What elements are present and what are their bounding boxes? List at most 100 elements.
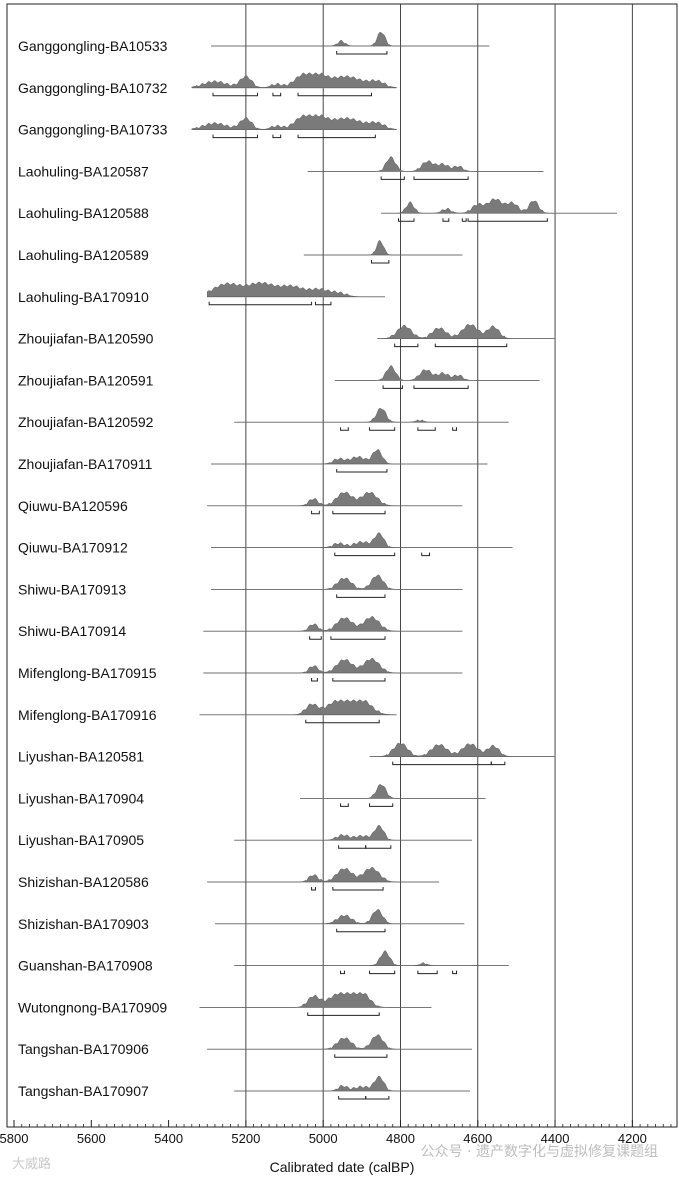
hpd-range-bracket xyxy=(370,260,390,264)
series-label: Ganggongling-BA10732 xyxy=(18,80,168,96)
hpd-range-bracket xyxy=(398,218,415,222)
hpd-range-bracket xyxy=(382,385,403,389)
series-row: Ganggongling-BA10733 xyxy=(18,114,397,139)
hpd-range-bracket xyxy=(332,510,386,515)
series-label: Zhoujiafan-BA120590 xyxy=(18,331,154,347)
series-row: Laohuling-BA170910 xyxy=(18,281,386,306)
series-label: Zhoujiafan-BA120592 xyxy=(18,414,154,430)
hpd-range-bracket xyxy=(340,970,345,975)
hpd-range-bracket xyxy=(332,887,384,891)
probability-distribution xyxy=(381,198,617,214)
hpd-range-bracket xyxy=(461,218,467,222)
series-row: Ganggongling-BA10533 xyxy=(18,31,490,55)
probability-distribution xyxy=(334,365,540,381)
tick-label: 5600 xyxy=(77,1131,106,1146)
series-row: Wutongnong-BA170909 xyxy=(18,992,432,1016)
series-row: Laohuling-BA120587 xyxy=(18,156,544,180)
hpd-range-bracket xyxy=(413,176,469,180)
probability-distribution xyxy=(369,742,556,757)
series-row: Shiwu-BA170913 xyxy=(18,574,463,598)
hpd-range-bracket xyxy=(305,719,380,724)
probability-distribution xyxy=(234,950,509,966)
series-row: Laohuling-BA120589 xyxy=(18,240,463,264)
tick-label: 4400 xyxy=(541,1131,570,1146)
probability-distribution xyxy=(203,616,463,632)
probability-distribution xyxy=(191,72,397,88)
probability-distribution xyxy=(377,324,556,339)
series-row: Guanshan-BA170908 xyxy=(18,950,509,975)
hpd-range-bracket xyxy=(297,92,372,97)
hpd-range-bracket xyxy=(334,1054,388,1058)
series-label: Ganggongling-BA10533 xyxy=(18,38,168,54)
series-row: Liyushan-BA120581 xyxy=(18,742,556,766)
series-label: Laohuling-BA120589 xyxy=(18,247,149,263)
series-label: Zhoujiafan-BA120591 xyxy=(18,372,154,388)
series-label: Liyushan-BA120581 xyxy=(18,749,144,765)
probability-distribution xyxy=(207,1034,472,1050)
series-row: Zhoujiafan-BA120590 xyxy=(18,324,556,348)
tick-label: 5400 xyxy=(154,1131,183,1146)
series-label: Qiuwu-BA120596 xyxy=(18,498,128,514)
probability-distribution xyxy=(207,866,440,883)
hpd-range-bracket xyxy=(365,845,392,849)
hpd-range-bracket xyxy=(452,970,458,975)
tick-label: 4800 xyxy=(386,1131,415,1146)
hpd-range-bracket xyxy=(338,845,367,849)
probability-distribution xyxy=(307,156,544,172)
series-label: Laohuling-BA120587 xyxy=(18,163,149,179)
series-row: Qiuwu-BA170912 xyxy=(18,532,513,557)
series-row: Mifenglong-BA170916 xyxy=(18,699,397,724)
series-label: Laohuling-BA170910 xyxy=(18,289,149,305)
series-row: Tangshan-BA170906 xyxy=(18,1034,472,1058)
series-row: Qiuwu-BA120596 xyxy=(18,491,463,515)
tick-label: 5000 xyxy=(309,1131,338,1146)
hpd-range-bracket xyxy=(311,887,316,891)
hpd-range-bracket xyxy=(336,594,386,598)
hpd-range-bracket xyxy=(467,218,548,222)
vertical-gridlines xyxy=(245,4,633,1127)
probability-distribution xyxy=(234,824,472,841)
hpd-range-bracket xyxy=(380,176,405,180)
series-row: Zhoujiafan-BA170911 xyxy=(18,449,488,473)
probability-distribution xyxy=(199,992,432,1008)
hpd-range-bracket xyxy=(490,761,506,766)
tick-label: 5800 xyxy=(0,1131,28,1146)
hpd-range-bracket xyxy=(369,803,394,807)
x-axis-title: Calibrated date (calBP) xyxy=(270,1159,415,1175)
series-row: Liyushan-BA170904 xyxy=(18,784,486,807)
series-row: Tangshan-BA170907 xyxy=(18,1075,471,1100)
hpd-range-bracket xyxy=(417,970,438,975)
probability-distribution xyxy=(234,407,509,423)
hpd-range-bracket xyxy=(369,427,396,431)
series-label: Laohuling-BA120588 xyxy=(18,205,149,221)
series-label: Wutongnong-BA170909 xyxy=(18,999,167,1015)
tick-label: 4200 xyxy=(618,1131,647,1146)
hpd-range-bracket xyxy=(340,803,349,807)
series-label: Mifenglong-BA170916 xyxy=(18,707,157,723)
probability-distribution xyxy=(300,784,486,799)
hpd-range-bracket xyxy=(413,385,469,389)
probability-distribution xyxy=(207,491,463,506)
probability-distribution xyxy=(207,281,385,297)
hpd-range-bracket xyxy=(330,636,386,640)
hpd-range-bracket xyxy=(272,92,282,97)
watermark-left: 大威路 xyxy=(12,1156,51,1172)
hpd-range-bracket xyxy=(442,218,450,222)
probability-distribution xyxy=(211,532,513,548)
probability-distribution xyxy=(303,240,463,256)
series-label: Tangshan-BA170906 xyxy=(18,1041,149,1057)
series-row: Mifenglong-BA170915 xyxy=(18,657,463,682)
tick-label: 5200 xyxy=(231,1131,260,1146)
hpd-range-bracket xyxy=(309,636,322,640)
series-row: Shizishan-BA170903 xyxy=(18,908,465,933)
hpd-range-bracket xyxy=(307,1012,380,1016)
hpd-range-bracket xyxy=(338,1096,367,1100)
hpd-range-bracket xyxy=(212,92,258,97)
probability-distribution xyxy=(199,699,397,715)
series-label: Ganggongling-BA10733 xyxy=(18,122,168,138)
watermark-right: 公众号 · 遗产数字化与虚拟修复课题组 xyxy=(421,1143,658,1160)
series-label: Shiwu-BA170913 xyxy=(18,581,126,597)
probability-distribution xyxy=(211,449,488,465)
series-rows: Ganggongling-BA10533 Ganggongling-BA10732… xyxy=(18,31,617,1100)
